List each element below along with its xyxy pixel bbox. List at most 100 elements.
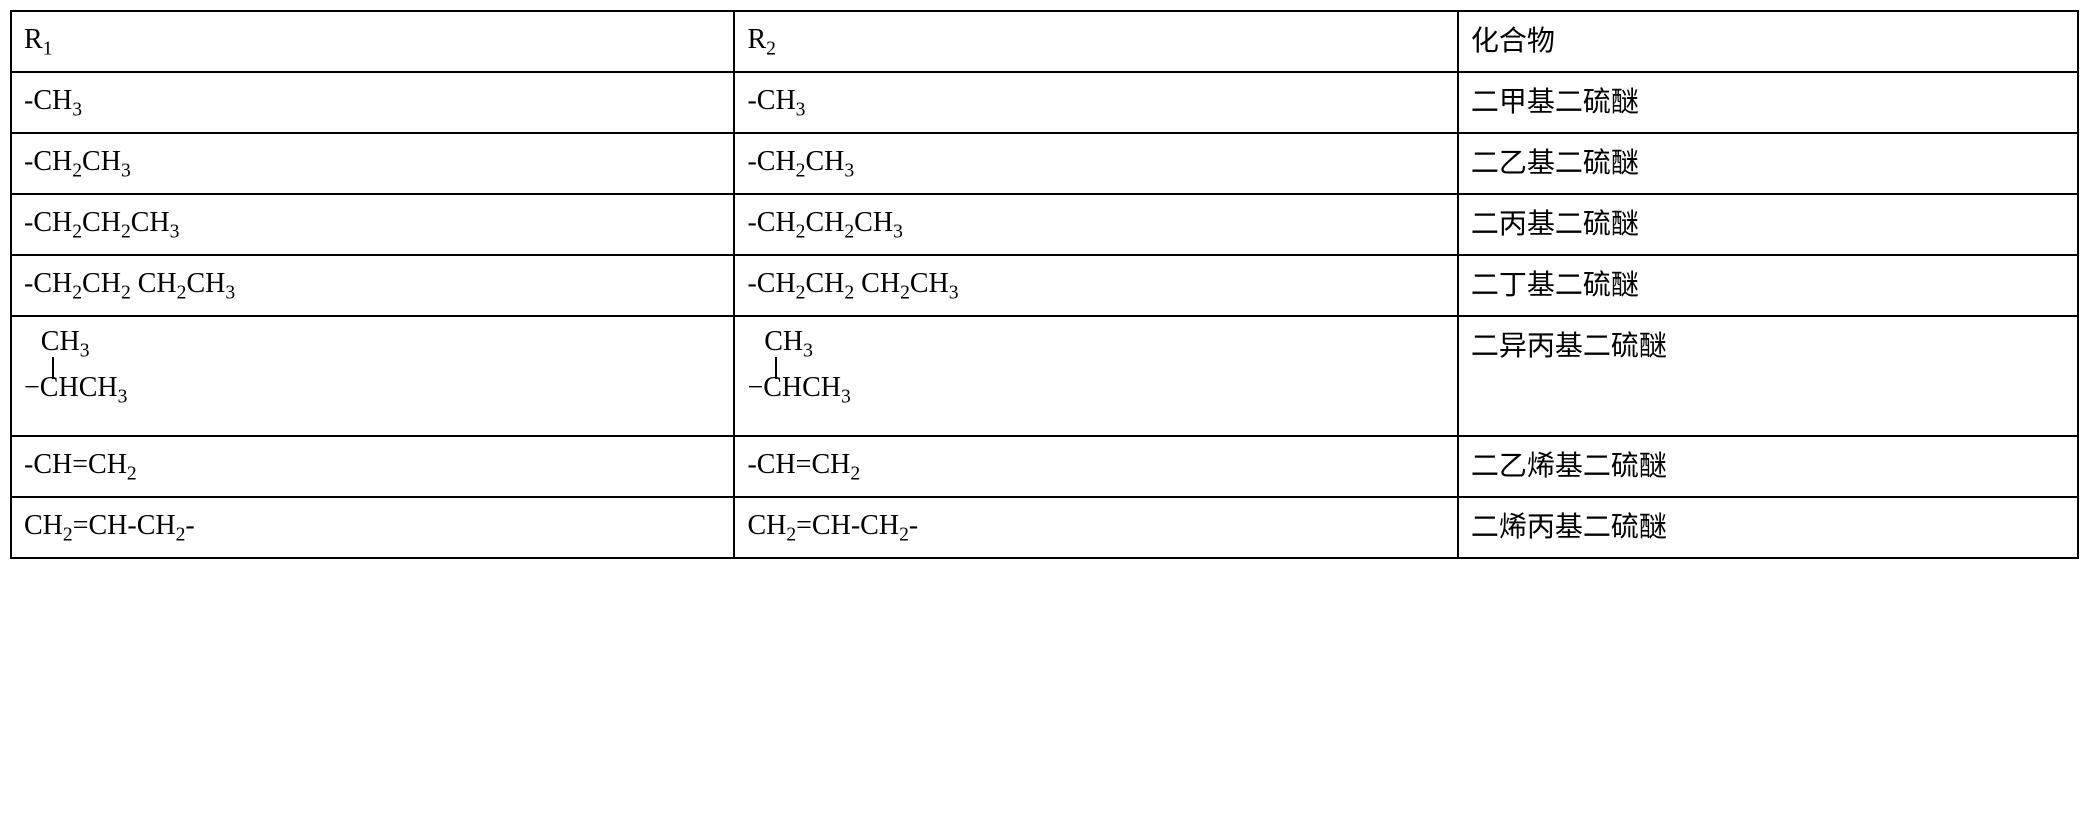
formula-text: CH	[805, 207, 844, 238]
cell-compound: 二丙基二硫醚	[1458, 194, 2078, 255]
formula-text: −CHCH	[24, 372, 118, 403]
header-r1-base: R	[24, 24, 43, 55]
branched-formula: CH3−CHCH3	[747, 327, 850, 408]
formula-subscript: 2	[900, 283, 910, 304]
formula-text: CH	[24, 510, 63, 541]
cell-r2: -CH=CH2	[734, 436, 1457, 497]
formula-text: CH	[131, 207, 170, 238]
cell-r2: CH2=CH-CH2-	[734, 497, 1457, 558]
branch-top: CH3	[24, 327, 127, 362]
cell-compound: 二丁基二硫醚	[1458, 255, 2078, 316]
formula-subscript: 2	[850, 464, 860, 485]
cell-r2: -CH2CH2 CH2CH3	[734, 255, 1457, 316]
formula-text: -CH=CH	[747, 449, 850, 480]
formula-subscript: 3	[118, 387, 128, 408]
formula-text: −CHCH	[747, 372, 841, 403]
chemical-formula: -CH2CH3	[747, 146, 854, 177]
formula-subscript: 2	[176, 525, 186, 546]
table-row: -CH3-CH3二甲基二硫醚	[11, 72, 2078, 133]
formula-subscript: 3	[841, 387, 851, 408]
formula-subscript: 3	[949, 283, 959, 304]
formula-subscript: 2	[844, 283, 854, 304]
branch-top: CH3	[747, 327, 850, 362]
formula-subscript: 3	[893, 222, 903, 243]
cell-r1: CH3−CHCH3	[11, 316, 734, 436]
formula-subscript: 2	[796, 222, 806, 243]
cell-compound: 二乙基二硫醚	[1458, 133, 2078, 194]
formula-subscript: 2	[72, 161, 82, 182]
formula-subscript: 3	[170, 222, 180, 243]
header-r2-sub: 2	[766, 39, 776, 60]
chemical-formula: -CH2CH2CH3	[747, 207, 902, 238]
formula-text: CH	[131, 268, 177, 299]
formula-text: =CH-CH	[73, 510, 176, 541]
formula-text: -CH	[24, 146, 72, 177]
table-body: R1 R2 化合物 -CH3-CH3二甲基二硫醚-CH2CH3-CH2CH3二乙…	[11, 11, 2078, 558]
formula-text: -CH=CH	[24, 449, 127, 480]
cell-compound: 二异丙基二硫醚	[1458, 316, 2078, 436]
table-row: -CH2CH3 -CH2CH3 二乙基二硫醚	[11, 133, 2078, 194]
chemical-formula: -CH2CH2 CH2CH3	[747, 268, 958, 299]
formula-text: -CH	[747, 85, 795, 116]
chemical-formula: -CH2CH2CH3	[24, 207, 179, 238]
formula-subscript: 2	[796, 161, 806, 182]
formula-subscript: 3	[803, 341, 813, 362]
formula-subscript: 2	[121, 283, 131, 304]
formula-text: CH	[910, 268, 949, 299]
formula-subscript: 2	[899, 525, 909, 546]
cell-r2: -CH3	[734, 72, 1457, 133]
formula-text: CH	[764, 326, 803, 357]
formula-text: CH	[854, 207, 893, 238]
formula-text: CH	[186, 268, 225, 299]
table-header-row: R1 R2 化合物	[11, 11, 2078, 72]
cell-r1: -CH=CH2	[11, 436, 734, 497]
table-row: -CH2CH2 CH2CH3-CH2CH2 CH2CH3二丁基二硫醚	[11, 255, 2078, 316]
branch-bottom: −CHCH3	[24, 373, 127, 408]
formula-subscript: 2	[796, 283, 806, 304]
formula-subscript: 2	[63, 525, 73, 546]
header-r2-base: R	[747, 24, 766, 55]
formula-text: -	[185, 510, 194, 541]
formula-subscript: 2	[72, 283, 82, 304]
formula-subscript: 2	[121, 222, 131, 243]
chemical-formula: CH2=CH-CH2-	[747, 510, 918, 541]
chemical-formula: -CH3	[747, 85, 805, 116]
cell-r1: -CH2CH2 CH2CH3	[11, 255, 734, 316]
formula-text: CH	[41, 326, 80, 357]
table-row: -CH=CH2-CH=CH2二乙烯基二硫醚	[11, 436, 2078, 497]
formula-subscript: 3	[796, 100, 806, 121]
cell-compound: 二烯丙基二硫醚	[1458, 497, 2078, 558]
header-r2: R2	[734, 11, 1457, 72]
cell-r2: CH3−CHCH3	[734, 316, 1457, 436]
branched-formula: CH3−CHCH3	[24, 327, 127, 408]
header-r1: R1	[11, 11, 734, 72]
formula-subscript: 3	[80, 341, 90, 362]
header-r1-sub: 1	[43, 39, 53, 60]
cell-r1: -CH2CH2CH3	[11, 194, 734, 255]
formula-text: =CH-CH	[796, 510, 899, 541]
table-row: CH2=CH-CH2-CH2=CH-CH2-二烯丙基二硫醚	[11, 497, 2078, 558]
formula-text: -CH	[24, 85, 72, 116]
cell-r2: -CH2CH2CH3	[734, 194, 1457, 255]
formula-text: CH	[82, 207, 121, 238]
chemical-formula: -CH3	[24, 85, 82, 116]
cell-r1: -CH3	[11, 72, 734, 133]
chemical-formula: -CH=CH2	[747, 449, 860, 480]
cell-r1: -CH2CH3	[11, 133, 734, 194]
cell-r2: -CH2CH3	[734, 133, 1457, 194]
cell-compound: 二乙烯基二硫醚	[1458, 436, 2078, 497]
formula-text: -CH	[24, 268, 72, 299]
table-row: -CH2CH2CH3 -CH2CH2CH3 二丙基二硫醚	[11, 194, 2078, 255]
formula-subscript: 2	[72, 222, 82, 243]
formula-text: CH	[854, 268, 900, 299]
formula-text: CH	[82, 268, 121, 299]
formula-text: CH	[805, 146, 844, 177]
header-compound: 化合物	[1458, 11, 2078, 72]
formula-subscript: 2	[786, 525, 796, 546]
cell-r1: CH2=CH-CH2-	[11, 497, 734, 558]
chemical-formula: -CH=CH2	[24, 449, 137, 480]
formula-text: CH	[805, 268, 844, 299]
formula-subscript: 2	[127, 464, 137, 485]
formula-text: CH	[82, 146, 121, 177]
branch-bond-line	[24, 362, 127, 373]
